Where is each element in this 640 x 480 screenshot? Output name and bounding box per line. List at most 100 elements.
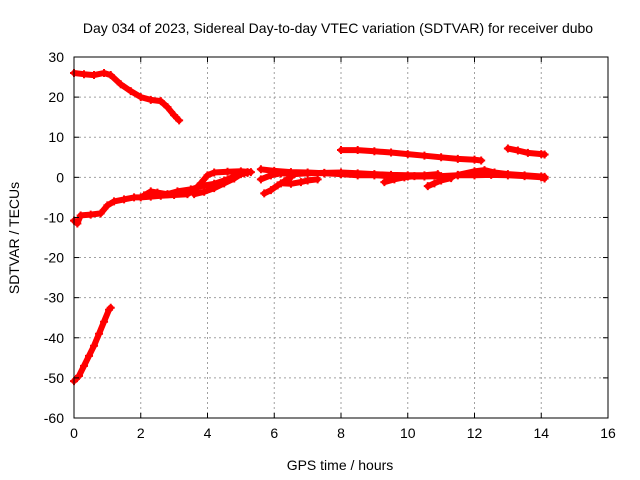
data-point-marker — [173, 187, 182, 196]
data-point-marker — [136, 93, 145, 102]
axis-ticks: 0 2 4 6 8 10 12 14 16 -60 -50 -40 -30 -20 -10 0 10 20 30 — [44, 49, 616, 441]
series-group — [423, 174, 456, 191]
x-tick-label: 4 — [204, 425, 212, 441]
y-tick-label: -50 — [44, 370, 64, 386]
data-point-marker — [430, 179, 439, 188]
data-point-marker — [85, 351, 94, 360]
data-point-marker — [96, 209, 105, 218]
data-point-marker — [170, 111, 179, 120]
data-point-marker — [296, 178, 305, 187]
data-point-marker — [110, 197, 119, 206]
data-point-marker — [540, 150, 549, 159]
data-point-marker — [480, 166, 489, 175]
x-tick-label: 0 — [70, 425, 78, 441]
data-point-marker — [320, 168, 329, 177]
data-point-marker — [453, 154, 462, 163]
data-point-marker — [236, 170, 245, 179]
data-point-marker — [186, 185, 195, 194]
data-point-marker — [437, 176, 446, 185]
data-point-marker — [286, 179, 295, 188]
data-point-marker — [86, 210, 95, 219]
data-point-marker — [337, 146, 345, 155]
data-point-marker — [353, 146, 362, 155]
data-point-marker — [100, 317, 109, 326]
data-point-marker — [223, 167, 232, 176]
data-point-marker — [210, 184, 219, 193]
data-point-marker — [266, 186, 275, 195]
x-tick-label: 16 — [600, 425, 616, 441]
data-point-marker — [513, 146, 522, 155]
data-point-marker — [126, 87, 135, 96]
data-point-marker — [353, 169, 362, 178]
data-point-marker — [75, 371, 84, 380]
x-axis-label: GPS time / hours — [287, 457, 394, 473]
data-point-marker — [256, 165, 265, 174]
series-group — [260, 173, 295, 198]
data-point-marker — [470, 155, 479, 164]
data-point-marker — [193, 183, 202, 192]
series-group — [503, 144, 549, 159]
data-point-marker — [210, 168, 219, 177]
data-point-marker — [410, 172, 419, 181]
y-tick-label: -40 — [44, 330, 64, 346]
data-series — [70, 69, 549, 386]
data-point-marker — [420, 171, 429, 180]
data-point-marker — [220, 179, 229, 188]
data-point-marker — [420, 151, 429, 160]
data-point-marker — [470, 167, 479, 176]
data-point-marker — [400, 173, 409, 182]
data-point-marker — [276, 169, 285, 178]
x-tick-label: 6 — [270, 425, 278, 441]
data-point-marker — [146, 95, 155, 104]
series-group — [453, 166, 549, 181]
data-point-marker — [163, 103, 172, 112]
y-tick-label: -10 — [44, 209, 64, 225]
x-tick-label: 2 — [137, 425, 145, 441]
data-point-marker — [490, 168, 499, 177]
data-point-marker — [387, 148, 396, 157]
data-point-marker — [130, 193, 139, 202]
data-point-marker — [447, 174, 456, 183]
y-tick-label: -60 — [44, 410, 64, 426]
x-tick-label: 14 — [533, 425, 549, 441]
data-point-marker — [423, 182, 432, 191]
data-point-marker — [120, 195, 129, 204]
data-point-marker — [260, 189, 269, 198]
y-tick-label: 20 — [48, 89, 64, 105]
data-point-marker — [380, 178, 389, 187]
data-point-marker — [390, 175, 399, 184]
data-point-marker — [146, 187, 155, 196]
data-point-marker — [76, 211, 85, 220]
data-point-marker — [80, 70, 89, 79]
data-point-marker — [200, 187, 209, 196]
data-point-marker — [266, 171, 275, 180]
data-point-marker — [303, 176, 312, 185]
data-point-marker — [95, 329, 104, 338]
data-point-marker — [140, 191, 149, 200]
chart-title: Day 034 of 2023, Sidereal Day-to-day VTE… — [83, 20, 593, 36]
data-point-marker — [80, 361, 89, 370]
data-point-marker — [276, 179, 285, 188]
x-tick-label: 12 — [467, 425, 483, 441]
data-point-marker — [175, 116, 184, 125]
y-tick-label: 0 — [56, 169, 64, 185]
series-group — [190, 168, 252, 199]
data-point-marker — [116, 80, 125, 89]
series-line — [424, 175, 455, 190]
data-point-marker — [303, 169, 312, 178]
data-point-marker — [156, 97, 165, 106]
data-point-marker — [230, 174, 239, 183]
data-point-marker — [153, 188, 162, 197]
series-group — [337, 146, 486, 165]
data-point-marker — [190, 190, 199, 199]
y-tick-label: 30 — [48, 49, 64, 65]
data-point-marker — [73, 219, 82, 228]
data-point-marker — [403, 150, 412, 159]
data-point-marker — [243, 168, 252, 177]
series-group — [276, 175, 322, 188]
data-point-marker — [433, 170, 442, 179]
data-point-marker — [503, 170, 512, 179]
plot-frame — [73, 56, 609, 419]
data-point-marker — [90, 71, 99, 80]
